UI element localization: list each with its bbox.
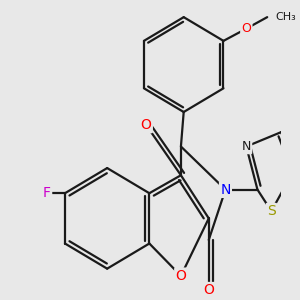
Text: F: F [43, 186, 51, 200]
Text: S: S [267, 204, 276, 218]
Text: O: O [176, 269, 186, 283]
Text: O: O [141, 118, 152, 132]
Text: N: N [242, 140, 251, 153]
Text: N: N [220, 183, 231, 196]
Text: CH₃: CH₃ [276, 12, 296, 22]
Text: O: O [203, 283, 214, 297]
Text: O: O [242, 22, 251, 35]
